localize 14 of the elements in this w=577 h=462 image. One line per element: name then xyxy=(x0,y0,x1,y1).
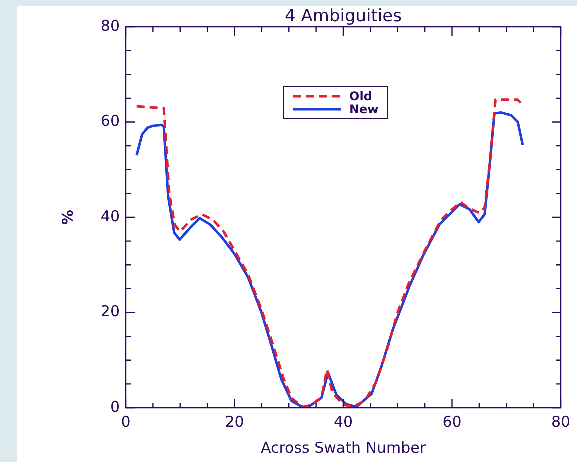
chart-title: 4 Ambiguities xyxy=(285,6,402,26)
y-tick-label: 0 xyxy=(110,398,120,416)
x-tick-label: 20 xyxy=(225,412,244,431)
y-tick-label: 40 xyxy=(100,207,120,226)
y-tick-label: 20 xyxy=(100,302,120,321)
legend-label: New xyxy=(350,102,379,117)
y-tick-label: 60 xyxy=(100,112,120,130)
y-tick-label: 80 xyxy=(100,16,120,35)
legend-label: Old xyxy=(350,90,372,104)
x-tick-label: 60 xyxy=(442,412,462,431)
x-tick-label: 80 xyxy=(551,412,571,431)
x-tick-label: 40 xyxy=(334,412,354,431)
x-axis-title: Across Swath Number xyxy=(260,438,427,457)
y-axis-title: % xyxy=(58,210,77,226)
